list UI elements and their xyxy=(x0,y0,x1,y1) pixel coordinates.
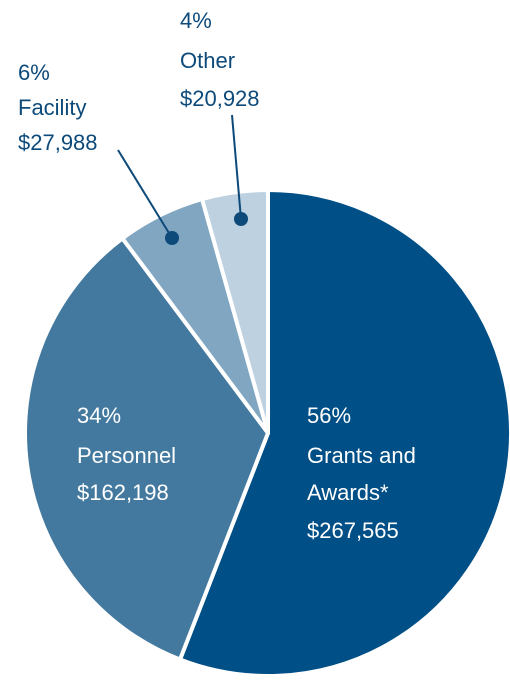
slice-value: $267,565 xyxy=(307,518,399,543)
slice-name: Personnel xyxy=(77,443,176,468)
slice-value: $162,198 xyxy=(77,480,169,505)
slice-percent: 56% xyxy=(307,403,351,428)
slice-percent: 4% xyxy=(180,8,212,33)
leader-line xyxy=(231,114,242,220)
slice-name: Other xyxy=(180,48,235,73)
pie-slice xyxy=(178,188,510,678)
slice-percent: 34% xyxy=(77,403,121,428)
slice-name: Facility xyxy=(18,95,86,120)
slice-name: Grants and Awards* xyxy=(307,443,416,505)
leader-dot xyxy=(234,212,248,226)
leader-line xyxy=(117,149,173,239)
slice-value: $27,988 xyxy=(18,130,98,155)
slice-value: $20,928 xyxy=(180,86,260,111)
pie-slice xyxy=(23,236,270,662)
slice-name-line: Grants and xyxy=(307,443,416,468)
slice-percent: 6% xyxy=(18,60,50,85)
leader-dot xyxy=(165,231,179,245)
slice-name-line: Awards* xyxy=(307,480,389,505)
pie-slice xyxy=(200,188,270,435)
